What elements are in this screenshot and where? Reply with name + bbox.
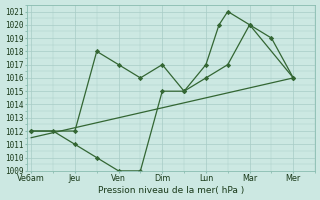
- X-axis label: Pression niveau de la mer( hPa ): Pression niveau de la mer( hPa ): [98, 186, 244, 195]
